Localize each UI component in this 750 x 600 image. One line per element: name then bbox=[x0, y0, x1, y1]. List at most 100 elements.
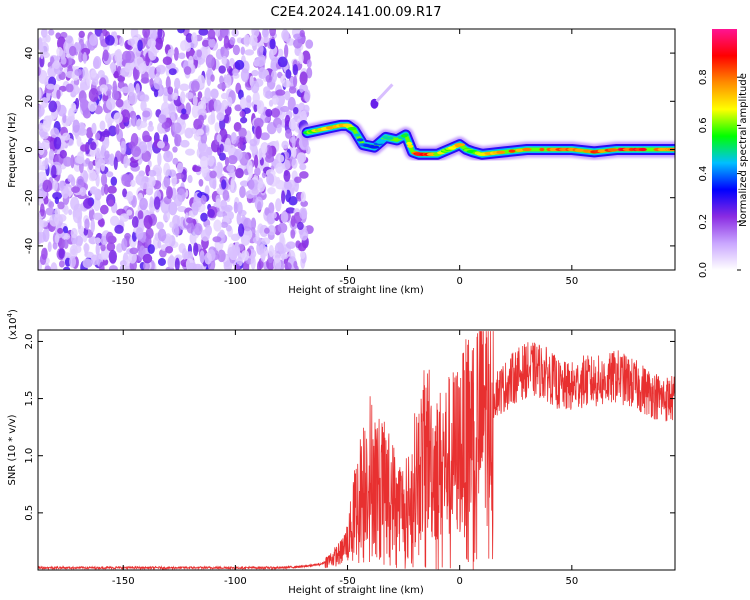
noise-blob bbox=[288, 86, 297, 94]
noise-blob bbox=[149, 196, 154, 208]
noise-blob bbox=[42, 179, 53, 193]
noise-blob bbox=[261, 237, 271, 245]
noise-blob bbox=[214, 122, 221, 133]
colorbar-gradient bbox=[712, 29, 737, 270]
noise-blob bbox=[223, 35, 230, 49]
noise-blob bbox=[221, 179, 227, 190]
noise-blob bbox=[149, 78, 154, 88]
noise-blob bbox=[157, 257, 166, 266]
noise-blob bbox=[290, 229, 296, 239]
noise-blob bbox=[304, 89, 311, 103]
noise-blob bbox=[186, 221, 195, 234]
noise-blob bbox=[207, 155, 215, 167]
noise-blob bbox=[175, 172, 185, 180]
noise-blob bbox=[208, 38, 216, 48]
noise-blob bbox=[299, 251, 306, 260]
snr-y-ticks: 0.5 1.0 1.5 2.0 bbox=[24, 333, 675, 521]
noise-blob bbox=[281, 29, 289, 41]
noise-blob bbox=[196, 128, 205, 136]
noise-blob bbox=[293, 75, 298, 88]
noise-blob bbox=[299, 207, 308, 220]
noise-blob bbox=[167, 86, 174, 95]
noise-blob bbox=[192, 95, 198, 107]
noise-blob bbox=[280, 75, 286, 84]
noise-blob bbox=[239, 180, 250, 187]
noise-blob bbox=[207, 29, 216, 40]
spectrogram-x-label: Height of straight line (km) bbox=[288, 285, 424, 296]
x-tick-label: -50 bbox=[339, 276, 355, 287]
noise-blob bbox=[217, 249, 226, 263]
noise-blob bbox=[147, 124, 154, 132]
noise-blob bbox=[115, 124, 120, 135]
noise-blob bbox=[120, 109, 131, 123]
noise-blob bbox=[216, 211, 224, 218]
noise-blob bbox=[217, 83, 227, 90]
noise-blob bbox=[185, 92, 194, 100]
y-tick-label: 0.5 bbox=[24, 505, 35, 521]
noise-blob bbox=[278, 154, 285, 163]
noise-blob bbox=[269, 38, 276, 50]
noise-blob bbox=[200, 194, 207, 205]
noise-blob bbox=[276, 123, 282, 134]
noise-blob bbox=[134, 56, 145, 71]
noise-blob bbox=[62, 132, 71, 141]
noise-blob bbox=[70, 227, 78, 239]
noise-blob bbox=[38, 66, 41, 76]
noise-blob bbox=[156, 66, 161, 76]
noise-blob bbox=[131, 145, 141, 157]
noise-blob bbox=[225, 224, 232, 232]
noise-blob bbox=[119, 36, 124, 47]
noise-blob bbox=[169, 221, 174, 228]
noise-blob bbox=[126, 209, 133, 216]
noise-blob bbox=[137, 39, 143, 52]
noise-blob bbox=[92, 212, 103, 221]
noise-blob bbox=[306, 67, 313, 79]
noise-blob bbox=[92, 58, 100, 70]
noise-blob bbox=[297, 221, 304, 231]
noise-blob bbox=[156, 140, 165, 149]
noise-blob bbox=[219, 75, 224, 84]
noise-blob bbox=[163, 175, 171, 188]
colorbar-tick-label: 0.2 bbox=[698, 214, 709, 230]
noise-blob bbox=[172, 146, 178, 153]
noise-blob bbox=[213, 219, 222, 232]
noise-blob bbox=[292, 64, 299, 76]
noise-blob bbox=[45, 34, 51, 43]
noise-blob bbox=[212, 236, 222, 243]
noise-blob bbox=[205, 54, 215, 69]
noise-blob bbox=[173, 47, 179, 61]
noise-blob bbox=[94, 237, 102, 244]
noise-blob bbox=[106, 171, 114, 178]
noise-blob bbox=[275, 89, 286, 96]
noise-blob bbox=[281, 190, 286, 205]
noise-blob bbox=[172, 122, 182, 134]
noise-blob bbox=[300, 200, 309, 207]
noise-blob bbox=[100, 162, 105, 172]
noise-blob bbox=[176, 162, 184, 174]
noise-blob bbox=[120, 140, 127, 155]
noise-blob bbox=[265, 108, 273, 117]
noise-blob bbox=[147, 38, 157, 48]
noise-blob bbox=[113, 112, 123, 124]
noise-blob bbox=[114, 50, 123, 63]
noise-blob bbox=[52, 179, 58, 191]
track-core bbox=[407, 144, 414, 148]
noise-blob bbox=[48, 201, 55, 209]
noise-blob bbox=[303, 104, 310, 113]
noise-blob bbox=[299, 137, 310, 151]
signal-spot bbox=[370, 83, 394, 109]
noise-blob bbox=[143, 214, 153, 229]
noise-blob bbox=[267, 224, 276, 236]
noise-blob bbox=[230, 131, 237, 145]
noise-blob bbox=[67, 174, 75, 183]
noise-blob bbox=[90, 218, 96, 233]
noise-blob bbox=[102, 49, 109, 62]
noise-blob bbox=[187, 55, 194, 69]
noise-blob bbox=[216, 161, 222, 172]
noise-blob bbox=[121, 50, 132, 64]
noise-blob bbox=[256, 100, 265, 115]
noise-blob bbox=[227, 154, 238, 165]
track-core bbox=[403, 133, 409, 137]
noise-blob bbox=[136, 118, 143, 131]
noise-blob bbox=[179, 91, 186, 104]
